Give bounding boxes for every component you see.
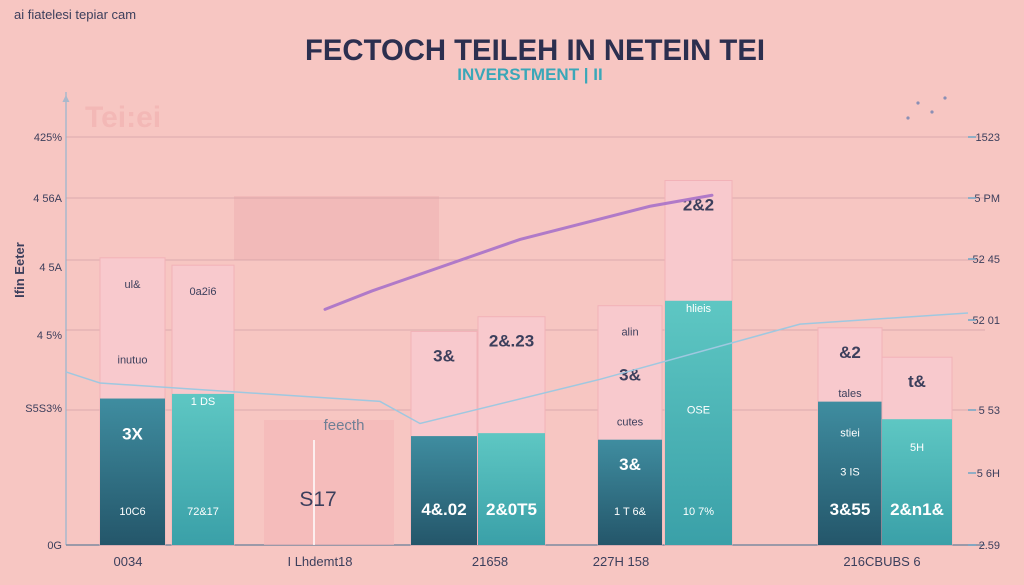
bar-label-2-1-3: 10 7% <box>683 506 714 518</box>
x-label-0: 0034 <box>114 554 143 569</box>
trend-line <box>323 193 714 311</box>
background-panel <box>234 196 439 260</box>
bar-label-1-1-0: 2&.23 <box>489 332 534 351</box>
y-tick-left-3: 4 5% <box>37 330 62 342</box>
bar-label-0-1-0: 0a2i6 <box>190 286 217 298</box>
y-tick-right-6: 2.59 <box>979 540 1000 552</box>
bar-label-3-1-2: 2&n1& <box>890 500 944 519</box>
bar-label-2-0-0: alin <box>621 327 638 339</box>
bar-label-2-1-2: OSE <box>687 405 710 417</box>
y-axis-arrow: ▲ <box>60 91 72 105</box>
bar-fill-1-1 <box>478 433 545 545</box>
annotation-value: S17 <box>299 488 336 511</box>
y-tick-left-1: 4 56A <box>33 193 62 205</box>
watermark: ai fiatelesi tepiar cam <box>14 7 136 22</box>
chart-title: FECTOCH TEILEH IN NETEIN TEI <box>305 34 765 67</box>
y-tick-left-5: 0G <box>47 540 62 552</box>
bar-label-0-0-0: ul& <box>125 279 142 291</box>
annotation-label: feecth <box>324 417 365 434</box>
annotation-box: feecth S17 <box>264 417 394 545</box>
y-tick-left-0: 425% <box>34 132 62 144</box>
bar-label-3-0-1: tales <box>838 388 862 400</box>
bar-label-0-0-3: 10C6 <box>119 506 145 518</box>
bar-label-3-0-4: 3&55 <box>830 500 871 519</box>
bar-label-0-0-2: 3X <box>122 424 143 443</box>
y-tick-left-4: S5S3% <box>25 403 62 415</box>
bar-label-1-0-0: 3& <box>433 346 455 365</box>
chart-subtitle: INVERSTMENT | II <box>457 65 603 84</box>
faded-label: Tei:ei <box>85 101 161 134</box>
x-label-4: 216CBUBS 6 <box>843 554 920 569</box>
bar-fill-0-1 <box>172 393 234 545</box>
y-tick-right-4: 5 53 <box>979 405 1000 417</box>
bar-label-2-1-1: hlieis <box>686 303 712 315</box>
bar-label-2-0-2: cutes <box>617 416 644 428</box>
bar-label-3-1-1: 5H <box>910 442 924 454</box>
bar-fill-1-0 <box>411 436 477 545</box>
bar-fill-2-0 <box>598 439 662 545</box>
bar-label-2-0-3: 3& <box>619 455 641 474</box>
bar-fill-3-0 <box>818 401 882 545</box>
bar-label-3-0-3: 3 IS <box>840 467 860 479</box>
bar-label-1-0-1: 4&.02 <box>421 500 466 519</box>
trend-lines <box>65 193 969 425</box>
y-tick-right-0: 1523 <box>976 132 1000 144</box>
decorative-dots <box>906 96 947 120</box>
y-tick-right-3: 52 01 <box>972 315 1000 327</box>
bar-label-3-0-2: stiei <box>840 427 860 439</box>
bar-label-3-1-0: t& <box>908 372 926 391</box>
bar-fill-2-1 <box>665 300 732 545</box>
x-label-3: 227H 158 <box>593 554 649 569</box>
x-labels: 0034 I Lhdemt18 21658 227H 158 216CBUBS 6 <box>114 554 921 569</box>
x-label-2: 21658 <box>472 554 508 569</box>
bar-label-1-1-1: 2&0T5 <box>486 500 537 519</box>
y-ticks-left: 425% 4 56A 4 5A 4 5% S5S3% 0G <box>25 132 62 552</box>
y-ticks-right: 1523 5 PM 52 45 52 01 5 53 5 6H 2.59 <box>968 132 1000 552</box>
y-axis-label: Ifin Eeter <box>12 242 27 298</box>
bars: ul&inutuo 3X 10C6 0a2i6 1 DS 72&17 3&4&.02 2&.2… <box>99 180 953 546</box>
x-label-1: I Lhdemt18 <box>287 554 352 569</box>
y-tick-right-1: 5 PM <box>974 193 1000 205</box>
bar-fill-3-1 <box>882 419 952 545</box>
bar-label-2-0-4: 1 T 6& <box>614 506 647 518</box>
bar-fill-0-0 <box>100 398 165 545</box>
bar-label-0-1-2: 72&17 <box>187 506 219 518</box>
y-tick-left-2: 4 5A <box>39 262 62 274</box>
secondary-line <box>65 312 969 425</box>
y-tick-right-2: 52 45 <box>972 254 1000 266</box>
bar-label-3-0-0: &2 <box>839 343 861 362</box>
bar-label-0-0-1: inutuo <box>118 355 148 367</box>
y-tick-right-5: 5 6H <box>977 468 1000 480</box>
bar-label-0-1-1: 1 DS <box>191 396 215 408</box>
